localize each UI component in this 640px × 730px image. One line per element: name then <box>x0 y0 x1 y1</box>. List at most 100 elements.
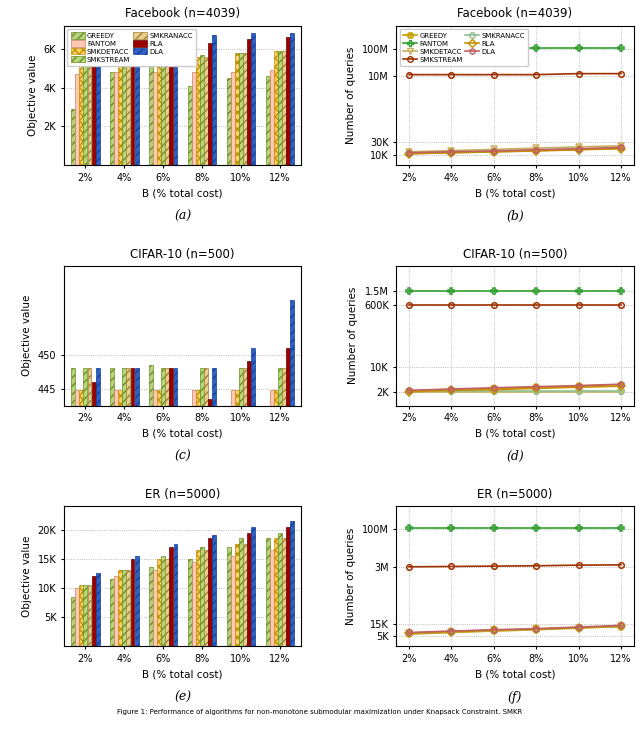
Line: SMKRANACC: SMKRANACC <box>406 623 623 636</box>
Bar <box>153 72 157 165</box>
Bar <box>243 544 247 646</box>
Bar <box>127 368 131 730</box>
Bar <box>200 55 204 165</box>
GREEDY <box>490 626 497 635</box>
GREEDY <box>405 387 413 396</box>
GREEDY <box>532 626 540 634</box>
Bar <box>278 368 282 730</box>
Line: FANTOM: FANTOM <box>406 288 623 294</box>
Bar <box>149 66 153 165</box>
SMKDETACC <box>405 147 413 156</box>
Bar <box>266 76 269 165</box>
Bar <box>127 570 131 646</box>
Bar <box>192 561 196 646</box>
DLA <box>447 147 455 156</box>
Bar <box>227 78 231 165</box>
Bar <box>274 51 278 165</box>
Bar <box>96 39 100 165</box>
DLA <box>447 626 455 635</box>
SMKDETACC <box>447 627 455 636</box>
Bar <box>200 368 204 730</box>
Bar <box>173 37 177 165</box>
Bar <box>209 538 212 646</box>
DLA <box>575 145 582 153</box>
Bar <box>131 558 134 646</box>
SMKSTREAM <box>532 301 540 310</box>
Bar <box>204 368 208 730</box>
Bar <box>83 368 87 730</box>
FANTOM <box>447 287 455 296</box>
Bar <box>170 368 173 730</box>
DLA <box>405 148 413 157</box>
RLA <box>617 382 625 391</box>
SMKDETACC <box>447 388 455 396</box>
Bar <box>196 57 200 165</box>
SMKSTREAM <box>532 70 540 79</box>
Bar <box>134 368 138 730</box>
Bar <box>122 58 126 165</box>
Bar <box>239 368 243 730</box>
SMKDETACC <box>405 388 413 396</box>
SMKDETACC <box>447 146 455 155</box>
Bar <box>227 547 231 646</box>
Bar <box>96 368 100 730</box>
Bar <box>114 72 118 165</box>
Bar <box>165 55 169 165</box>
DLA <box>532 145 540 154</box>
Bar <box>153 570 157 646</box>
Bar <box>161 53 165 165</box>
Legend: GREEDY, FANTOM, SMKDETACC, SMKSTREAM, SMKRANACC, RLA, DLA: GREEDY, FANTOM, SMKDETACC, SMKSTREAM, SM… <box>400 29 528 66</box>
Bar <box>170 41 173 165</box>
DLA <box>405 628 413 637</box>
Bar <box>252 526 255 646</box>
SMKRANACC <box>447 387 455 396</box>
Bar <box>290 34 294 165</box>
SMKSTREAM <box>447 301 455 310</box>
Bar <box>83 585 87 646</box>
Bar <box>134 556 138 646</box>
DLA <box>575 623 582 631</box>
SMKSTREAM <box>405 70 413 79</box>
Y-axis label: Objective value: Objective value <box>28 55 38 136</box>
Text: (c): (c) <box>174 450 191 464</box>
Bar <box>278 532 282 646</box>
DLA <box>532 624 540 633</box>
Y-axis label: Number of queries: Number of queries <box>346 47 356 144</box>
Bar <box>200 547 204 646</box>
SMKDETACC <box>575 142 582 151</box>
X-axis label: B (% total cost): B (% total cost) <box>475 188 555 199</box>
Title: ER (n=5000): ER (n=5000) <box>477 488 552 501</box>
Bar <box>235 544 239 646</box>
RLA <box>575 145 582 154</box>
Bar <box>161 556 165 646</box>
GREEDY <box>617 144 625 153</box>
Bar <box>235 390 239 730</box>
Bar <box>114 576 118 646</box>
Bar <box>149 567 153 646</box>
RLA <box>575 383 582 391</box>
Bar <box>286 347 290 730</box>
Title: ER (n=5000): ER (n=5000) <box>145 488 220 501</box>
Bar <box>76 588 79 646</box>
Bar <box>243 53 247 165</box>
Bar <box>157 558 161 646</box>
SMKDETACC <box>575 388 582 396</box>
Bar <box>252 34 255 165</box>
SMKSTREAM <box>490 301 497 310</box>
Bar <box>188 558 192 646</box>
FANTOM <box>490 44 497 53</box>
Bar <box>88 585 92 646</box>
Bar <box>83 64 87 165</box>
Line: DLA: DLA <box>406 381 623 393</box>
Line: FANTOM: FANTOM <box>406 45 623 51</box>
SMKDETACC <box>490 388 497 396</box>
GREEDY <box>532 383 540 391</box>
SMKSTREAM <box>575 69 582 78</box>
Bar <box>192 72 196 165</box>
Line: SMKSTREAM: SMKSTREAM <box>406 71 623 77</box>
Bar <box>79 66 83 165</box>
Bar <box>173 544 177 646</box>
Bar <box>266 439 269 730</box>
GREEDY <box>575 145 582 154</box>
Bar <box>92 51 95 165</box>
